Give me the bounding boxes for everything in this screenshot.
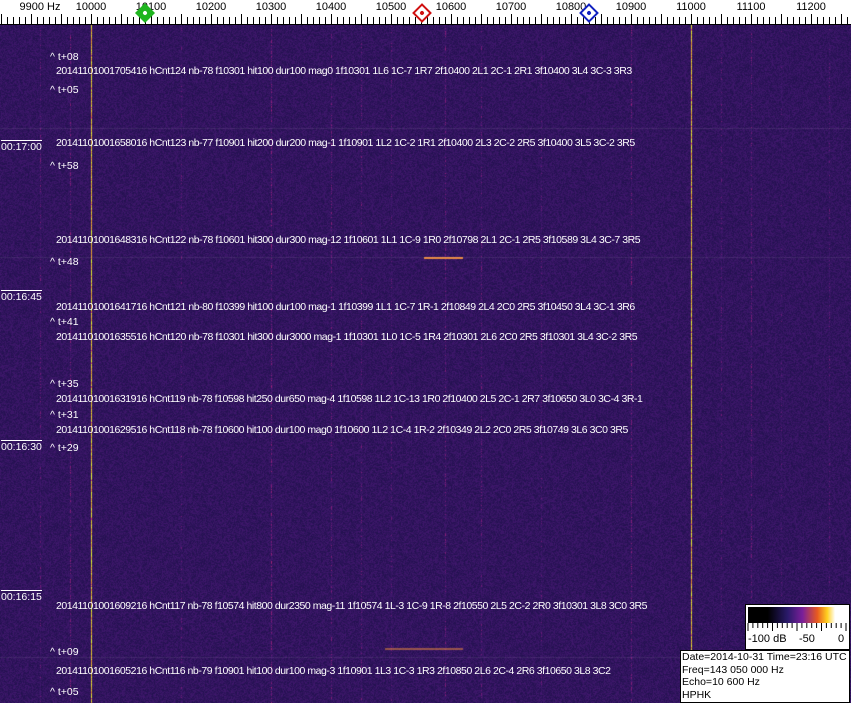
scale-label-max: 0	[838, 633, 845, 645]
time-offset-label: ^ t+08	[50, 51, 79, 63]
time-offset-label: ^ t+05	[50, 84, 79, 96]
time-offset-label: ^ t+05	[50, 686, 79, 698]
detection-row: 20141101001648316 hCnt122 nb-78 f10601 h…	[56, 234, 641, 246]
detection-row: 20141101001658016 hCnt123 nb-77 f10901 h…	[56, 137, 635, 149]
frequency-axis: 9900 Hz 10000 10100 10200 10300 10400 10500 10…	[0, 0, 851, 25]
time-offset-label: ^ t+58	[50, 160, 79, 172]
info-date: Date=2014-10-31 Time=23:16 UTC	[682, 651, 847, 663]
detection-row: 20141101001705416 hCnt124 nb-78 f10301 h…	[56, 65, 632, 77]
time-offset-label: ^ t+35	[50, 378, 79, 390]
detection-row: 20141101001641716 hCnt121 nb-80 f10399 h…	[56, 301, 635, 313]
axis-tick-label: 10500	[375, 1, 407, 13]
axis-ticks	[0, 14, 851, 25]
time-offset-label: ^ t+29	[50, 442, 79, 454]
info-box: Date=2014-10-31 Time=23:16 UTC Freq=143 …	[680, 650, 850, 703]
detection-row: 20141101001629516 hCnt118 nb-78 f10600 h…	[56, 424, 628, 436]
axis-tick-label: 10300	[255, 1, 287, 13]
color-gradient	[748, 607, 847, 623]
info-station: HPHK	[682, 688, 712, 701]
clock-label: 00:16:30	[1, 440, 42, 453]
waterfall-spectrogram[interactable]	[0, 25, 851, 703]
time-offset-label: ^ t+48	[50, 256, 79, 268]
clock-label: 00:16:45	[1, 290, 42, 303]
color-scale-legend: -100 dB -50 0	[745, 604, 850, 650]
axis-tick-label: 10700	[495, 1, 527, 13]
detection-row: 20141101001605216 hCnt116 nb-79 f10901 h…	[56, 665, 611, 677]
axis-tick-label: 11000	[676, 1, 706, 13]
axis-tick-label: 10600	[435, 1, 467, 13]
axis-unit-label: 9900 Hz	[19, 1, 61, 13]
scale-label-min: -100 dB	[748, 633, 787, 645]
axis-tick-label: 10800	[555, 1, 587, 13]
detection-row: 20141101001631916 hCnt119 nb-78 f10598 h…	[56, 393, 643, 405]
axis-tick-label: 10900	[615, 1, 647, 13]
axis-tick-label: 10400	[315, 1, 347, 13]
axis-tick-label: 10000	[75, 1, 107, 13]
clock-label: 00:17:00	[1, 140, 42, 153]
time-offset-label: ^ t+09	[50, 646, 79, 658]
time-offset-label: ^ t+31	[50, 409, 79, 421]
detection-row: 20141101001609216 hCnt117 nb-78 f10574 h…	[56, 600, 648, 612]
clock-label: 00:16:15	[1, 590, 42, 603]
time-offset-label: ^ t+41	[50, 316, 79, 328]
axis-tick-label: 11200	[796, 1, 826, 13]
axis-tick-label: 11100	[736, 1, 766, 13]
detection-row: 20141101001635516 hCnt120 nb-78 f10301 h…	[56, 331, 638, 343]
scale-ticks	[747, 623, 847, 631]
axis-tick-label: 10200	[195, 1, 227, 13]
info-freq: Freq=143 050 000 Hz	[682, 663, 784, 676]
info-echo: Echo=10 600 Hz	[682, 676, 760, 688]
scale-label-mid: -50	[799, 633, 815, 645]
